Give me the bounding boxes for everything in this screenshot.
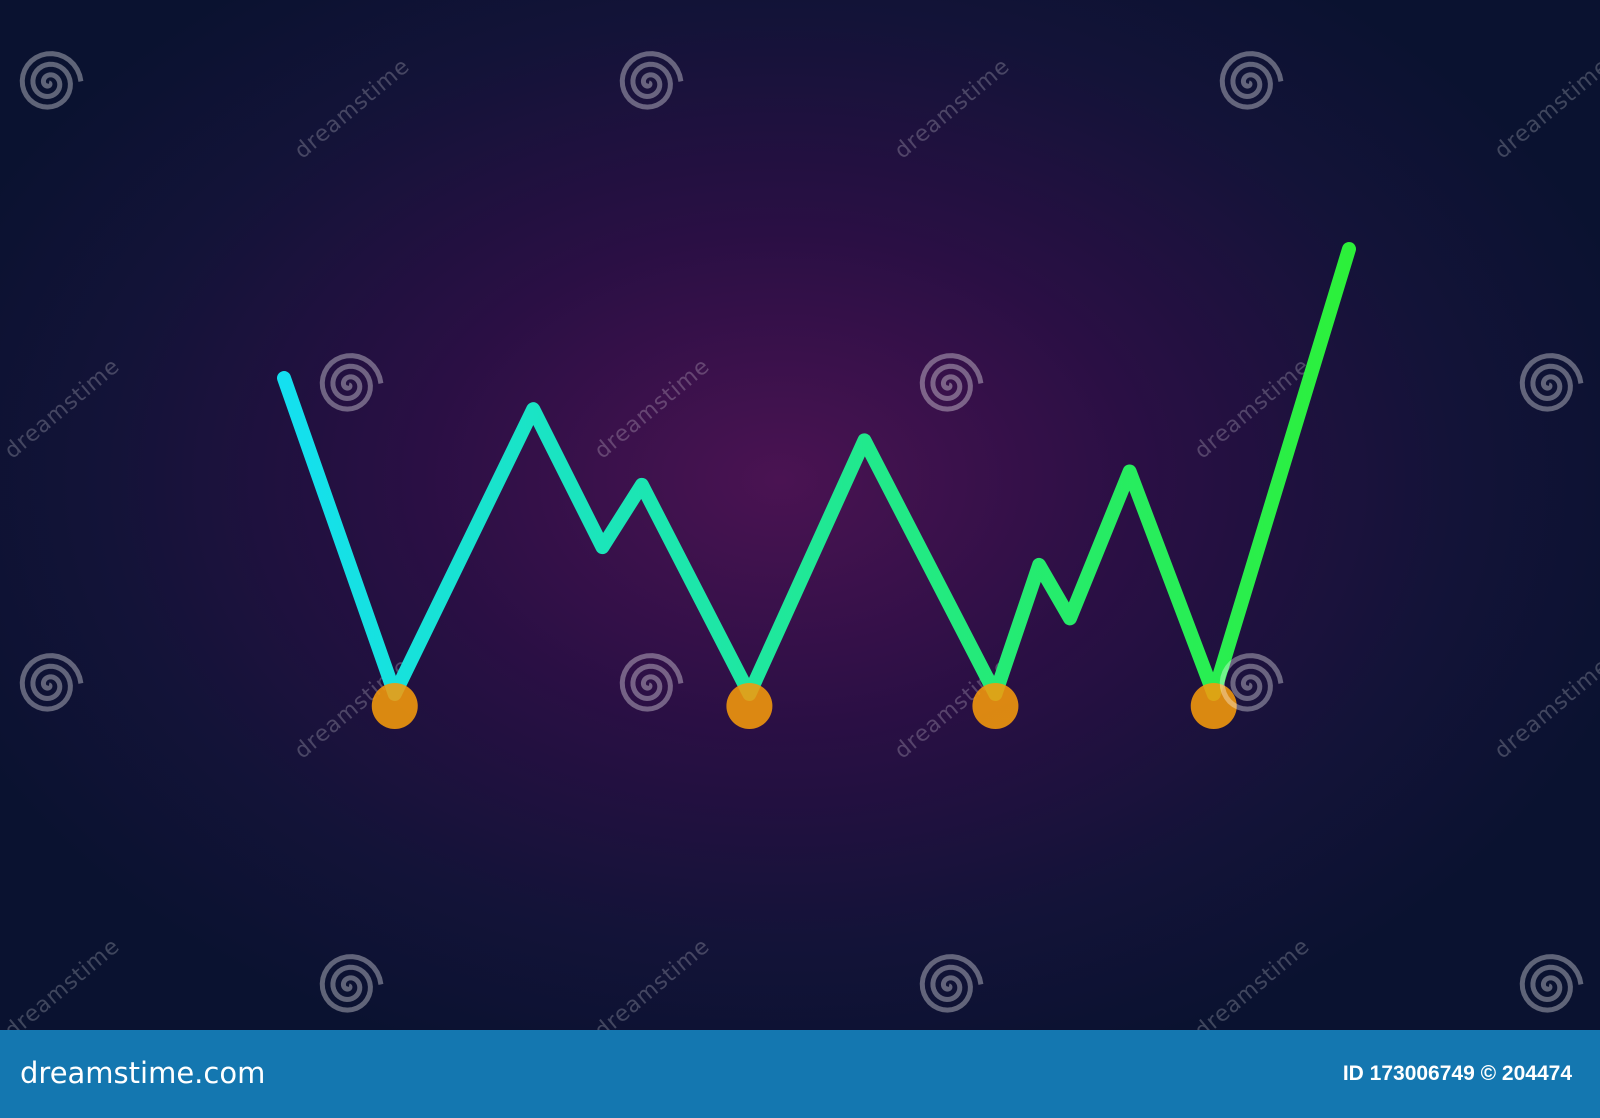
spiral-icon: [619, 653, 684, 712]
footer-bar: dreamstime.com ID 173006749 © 204474: [0, 1030, 1600, 1118]
brand-logo-text[interactable]: dreamstime.com: [20, 1056, 266, 1090]
spiral-icon: [1519, 954, 1584, 1013]
line-chart: [19, 51, 1584, 1013]
support-touch-point: [972, 683, 1019, 729]
support-touch-point: [371, 683, 418, 729]
spiral-icon: [19, 51, 84, 110]
chart-area: dreamstime dreamstime dreamstime dreamstime…: [0, 0, 1600, 1030]
spiral-icon: [1219, 653, 1284, 712]
support-touch-point: [726, 683, 773, 729]
image-id-text: ID 173006749 © 204474: [1342, 1062, 1572, 1085]
spiral-icon: [19, 653, 84, 712]
spiral-icon: [919, 353, 984, 412]
price-line: [277, 242, 1356, 701]
spiral-icon: [1519, 353, 1584, 412]
spiral-icon: [919, 954, 984, 1013]
support-touch-point: [1190, 683, 1237, 729]
spiral-icon: [319, 353, 384, 412]
spiral-icon: [619, 51, 684, 110]
spiral-icon: [319, 954, 384, 1013]
spiral-icon: [1219, 51, 1284, 110]
